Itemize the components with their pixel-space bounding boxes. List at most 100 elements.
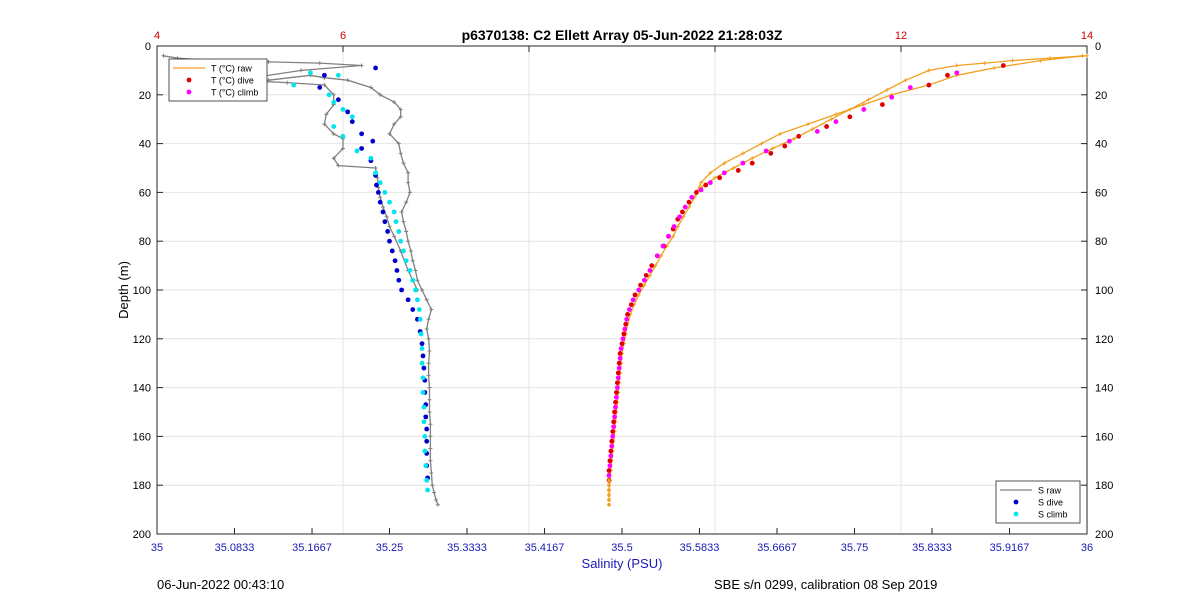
- data-point: [374, 182, 379, 188]
- data-point: [1085, 53, 1089, 58]
- series-s-dive: [317, 65, 431, 481]
- data-point: [398, 107, 403, 112]
- data-point: [632, 292, 638, 298]
- data-point: [628, 302, 634, 308]
- data-point: [406, 180, 411, 185]
- data-point: [759, 141, 764, 146]
- data-point: [399, 287, 404, 293]
- legend-entry: T (°C) dive: [211, 76, 254, 86]
- legend-swatch: [1013, 511, 1019, 517]
- y-tick-label-right: 160: [1095, 431, 1113, 443]
- data-point: [420, 390, 426, 395]
- data-point: [625, 312, 630, 317]
- data-point: [420, 375, 426, 381]
- data-point: [368, 155, 374, 161]
- data-point: [847, 114, 853, 120]
- data-point: [814, 129, 820, 134]
- data-point: [614, 380, 620, 386]
- data-point: [424, 477, 430, 483]
- data-point: [796, 133, 802, 139]
- data-point: [345, 109, 351, 115]
- legend-box: [995, 480, 1081, 524]
- data-point: [1080, 53, 1085, 58]
- data-point: [299, 68, 304, 73]
- data-point: [833, 119, 839, 125]
- data-point: [398, 151, 403, 156]
- data-point: [422, 448, 428, 454]
- data-point: [428, 434, 433, 439]
- data-point: [422, 434, 428, 439]
- data-point: [322, 83, 327, 88]
- data-point: [787, 138, 792, 144]
- data-point: [636, 287, 642, 293]
- data-point: [671, 224, 677, 229]
- data-point: [610, 434, 616, 439]
- data-point: [331, 131, 336, 136]
- data-point: [387, 199, 392, 205]
- data-point: [607, 478, 611, 483]
- data-point: [382, 190, 388, 195]
- data-point: [427, 410, 432, 414]
- data-point: [410, 258, 415, 263]
- series-s-climb: [291, 70, 431, 493]
- data-point: [434, 497, 438, 502]
- data-point: [377, 199, 383, 205]
- data-point: [606, 468, 612, 473]
- data-point: [398, 114, 403, 119]
- x-tick-label: 35.3333: [447, 542, 487, 554]
- legend-box: [168, 58, 268, 102]
- data-point: [384, 214, 389, 219]
- data-point: [424, 327, 429, 332]
- data-point: [161, 53, 166, 58]
- data-point: [421, 404, 427, 410]
- data-point: [331, 124, 337, 129]
- data-point: [607, 488, 611, 492]
- x-tick-label: 35.5833: [680, 542, 720, 554]
- legend-entry: S raw: [1038, 486, 1062, 496]
- data-point: [1010, 58, 1015, 63]
- data-point: [613, 404, 618, 410]
- data-point: [331, 99, 337, 105]
- x-tick-label: 35.0833: [215, 542, 255, 554]
- data-point: [833, 112, 838, 117]
- series-t-c-raw: [606, 53, 1089, 502]
- data-point: [331, 156, 336, 161]
- data-point: [682, 204, 688, 210]
- series-t-raw-return: [694, 53, 1085, 195]
- data-point: [398, 238, 404, 244]
- data-point: [285, 80, 290, 85]
- legend-entry: T (°C) climb: [211, 88, 258, 98]
- data-point: [373, 166, 378, 170]
- data-point: [410, 277, 416, 283]
- data-point: [392, 122, 397, 127]
- data-point: [699, 180, 704, 185]
- data-point: [428, 422, 433, 427]
- data-point: [703, 182, 709, 188]
- data-point: [377, 180, 383, 186]
- data-point: [423, 463, 429, 469]
- data-point: [722, 161, 727, 166]
- data-point: [425, 487, 431, 493]
- data-point: [429, 307, 434, 312]
- data-point: [335, 97, 341, 103]
- y-tick-label: 120: [133, 334, 151, 346]
- data-point: [768, 150, 774, 156]
- top-tick-label: 14: [1081, 30, 1093, 42]
- data-point: [885, 87, 890, 92]
- data-point: [907, 85, 913, 90]
- data-point: [387, 238, 392, 244]
- data-point: [392, 234, 397, 239]
- data-point: [421, 419, 427, 425]
- data-point: [335, 72, 341, 78]
- data-point: [954, 63, 959, 68]
- data-point: [413, 287, 418, 293]
- data-point: [638, 282, 643, 288]
- data-point: [393, 219, 399, 225]
- series-t-c-dive: [606, 63, 1006, 483]
- data-point: [349, 119, 355, 125]
- data-point: [317, 85, 323, 90]
- data-point: [407, 268, 413, 273]
- data-point: [392, 258, 398, 264]
- data-point: [649, 263, 655, 268]
